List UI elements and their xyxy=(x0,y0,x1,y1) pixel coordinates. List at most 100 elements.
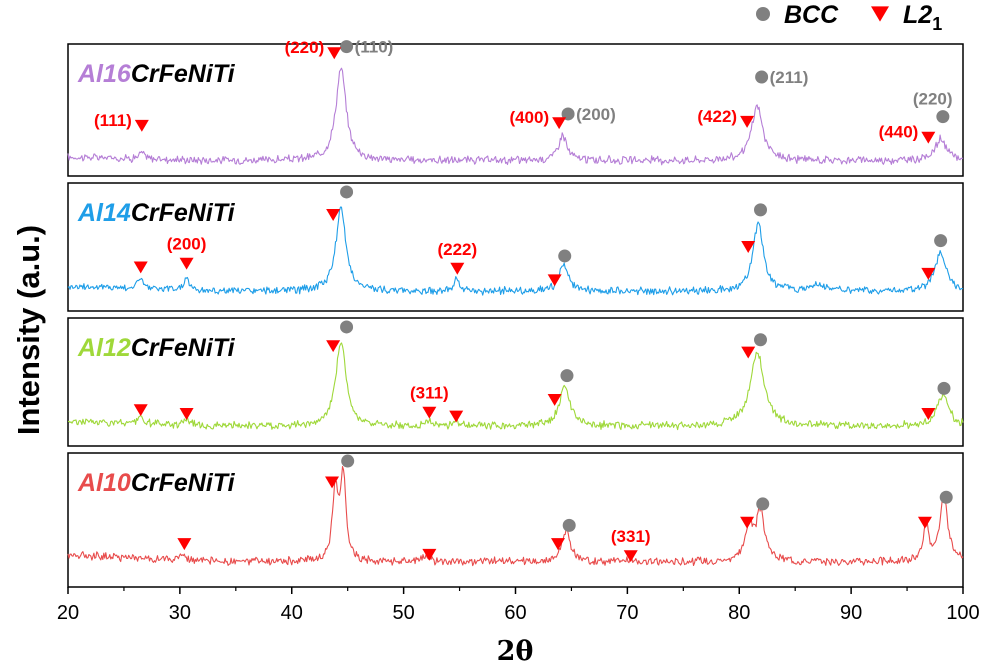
l21-marker xyxy=(741,241,756,253)
bcc-marker xyxy=(340,40,354,54)
x-tick-label: 100 xyxy=(946,602,979,624)
bcc-marker xyxy=(934,234,948,248)
x-tick-label: 20 xyxy=(57,602,79,624)
bcc-peak-label: (220) xyxy=(913,90,953,109)
bcc-peak-label: (211) xyxy=(770,68,809,87)
l21-marker xyxy=(326,340,341,353)
l21-marker xyxy=(740,115,755,128)
bcc-marker xyxy=(560,369,574,383)
bcc-peak-label: (110) xyxy=(355,38,394,57)
l21-marker xyxy=(623,550,638,563)
x-tick-label: 50 xyxy=(393,602,415,624)
l21-peak-label: (440) xyxy=(879,123,919,142)
panel-label-suffix: CrFeNiTi xyxy=(131,199,236,227)
legend-l21-label-subscript: 1 xyxy=(932,14,942,34)
l21-marker xyxy=(921,131,936,144)
x-axis-title: 2θ xyxy=(497,636,534,667)
panel-al10: Al10CrFeNiTi (331) xyxy=(67,452,964,588)
panel-label-prefix: Al16 xyxy=(77,60,132,88)
l21-marker xyxy=(134,119,149,132)
l21-marker xyxy=(921,408,936,420)
panel-al16: Al16CrFeNiTi (110) (200) (211) (220) (111) (22… xyxy=(67,38,964,177)
panel-label: Al14CrFeNiTi xyxy=(77,199,236,227)
panel-label: Al12CrFeNiTi xyxy=(77,334,236,362)
series-line-al16 xyxy=(67,67,964,166)
series-line-al10 xyxy=(67,465,964,567)
l21-marker xyxy=(179,408,194,420)
bcc-marker xyxy=(939,490,953,504)
panel-label-suffix: CrFeNiTi xyxy=(131,60,236,88)
l21-peak-label: (331) xyxy=(611,527,651,546)
bcc-peak-label: (200) xyxy=(576,105,616,124)
legend-l21-marker xyxy=(871,6,889,22)
panel-label-prefix: Al10 xyxy=(77,469,131,497)
bcc-marker xyxy=(937,381,951,395)
l21-peak-label: (222) xyxy=(437,240,477,259)
panel-label-suffix: CrFeNiTi xyxy=(131,334,236,362)
panel-frame xyxy=(67,182,964,312)
series-line-al14 xyxy=(67,206,964,296)
bcc-marker xyxy=(936,110,950,124)
panel-label: Al16CrFeNiTi xyxy=(77,60,236,88)
legend: BCC L21 xyxy=(756,1,942,34)
l21-marker xyxy=(326,209,341,221)
l21-marker xyxy=(547,274,562,287)
l21-peak-label: (220) xyxy=(285,38,325,57)
panel-frame xyxy=(67,317,964,447)
panel-label-prefix: Al12 xyxy=(77,334,131,362)
x-tick-label: 30 xyxy=(169,602,191,624)
l21-marker xyxy=(551,538,566,551)
bcc-marker xyxy=(341,454,355,468)
l21-marker xyxy=(547,393,562,406)
l21-marker xyxy=(921,267,936,280)
panel-label-prefix: Al14 xyxy=(77,199,131,227)
l21-marker xyxy=(422,406,437,419)
x-tick-label: 40 xyxy=(281,602,303,624)
panel-al14: Al14CrFeNiTi (200) (222) xyxy=(67,182,964,312)
l21-marker xyxy=(552,117,567,130)
bcc-marker xyxy=(340,185,354,199)
l21-peak-label: (200) xyxy=(167,235,207,254)
panel-label-suffix: CrFeNiTi xyxy=(131,469,236,497)
panel-frame xyxy=(67,43,964,177)
l21-marker xyxy=(179,257,194,270)
l21-peak-label: (400) xyxy=(509,108,549,127)
x-tick-label: 90 xyxy=(840,602,862,624)
l21-marker xyxy=(422,548,437,561)
l21-marker xyxy=(741,346,756,359)
bcc-marker xyxy=(754,333,768,347)
l21-marker xyxy=(449,410,464,423)
l21-marker xyxy=(327,47,342,60)
l21-peak-label: (422) xyxy=(697,107,737,126)
legend-bcc-marker xyxy=(756,7,770,21)
x-axis: 20 30 40 50 60 70 80 90 100 xyxy=(57,587,980,624)
l21-marker xyxy=(133,404,148,417)
l21-marker xyxy=(917,516,932,529)
y-axis-title: Intensity (a.u.) xyxy=(11,225,46,435)
x-tick-label: 70 xyxy=(616,602,638,624)
bcc-marker xyxy=(754,203,768,217)
x-tick-label: 60 xyxy=(504,602,526,624)
l21-marker xyxy=(133,261,148,274)
legend-l21-label-main: L2 xyxy=(903,1,932,29)
l21-marker xyxy=(325,476,340,489)
panels: Al16CrFeNiTi(110)(200)(211)(220)(111)(22… xyxy=(67,38,964,588)
l21-peak-label: (111) xyxy=(94,111,132,130)
panel-al12: Al12CrFeNiTi (311) xyxy=(67,317,964,447)
legend-l21-label: L21 xyxy=(903,1,942,34)
bcc-marker xyxy=(755,70,769,84)
l21-marker xyxy=(450,262,465,275)
bcc-marker xyxy=(756,497,770,511)
bcc-marker xyxy=(340,320,354,334)
bcc-marker xyxy=(562,518,576,532)
l21-marker xyxy=(740,516,755,529)
panel-label: Al10CrFeNiTi xyxy=(77,469,236,497)
bcc-marker xyxy=(558,249,572,263)
bcc-marker xyxy=(561,107,575,121)
series-line-al12 xyxy=(67,342,964,431)
l21-peak-label: (311) xyxy=(410,384,449,403)
x-tick-label: 80 xyxy=(728,602,750,624)
l21-marker xyxy=(177,538,192,551)
legend-bcc-label: BCC xyxy=(784,1,839,29)
